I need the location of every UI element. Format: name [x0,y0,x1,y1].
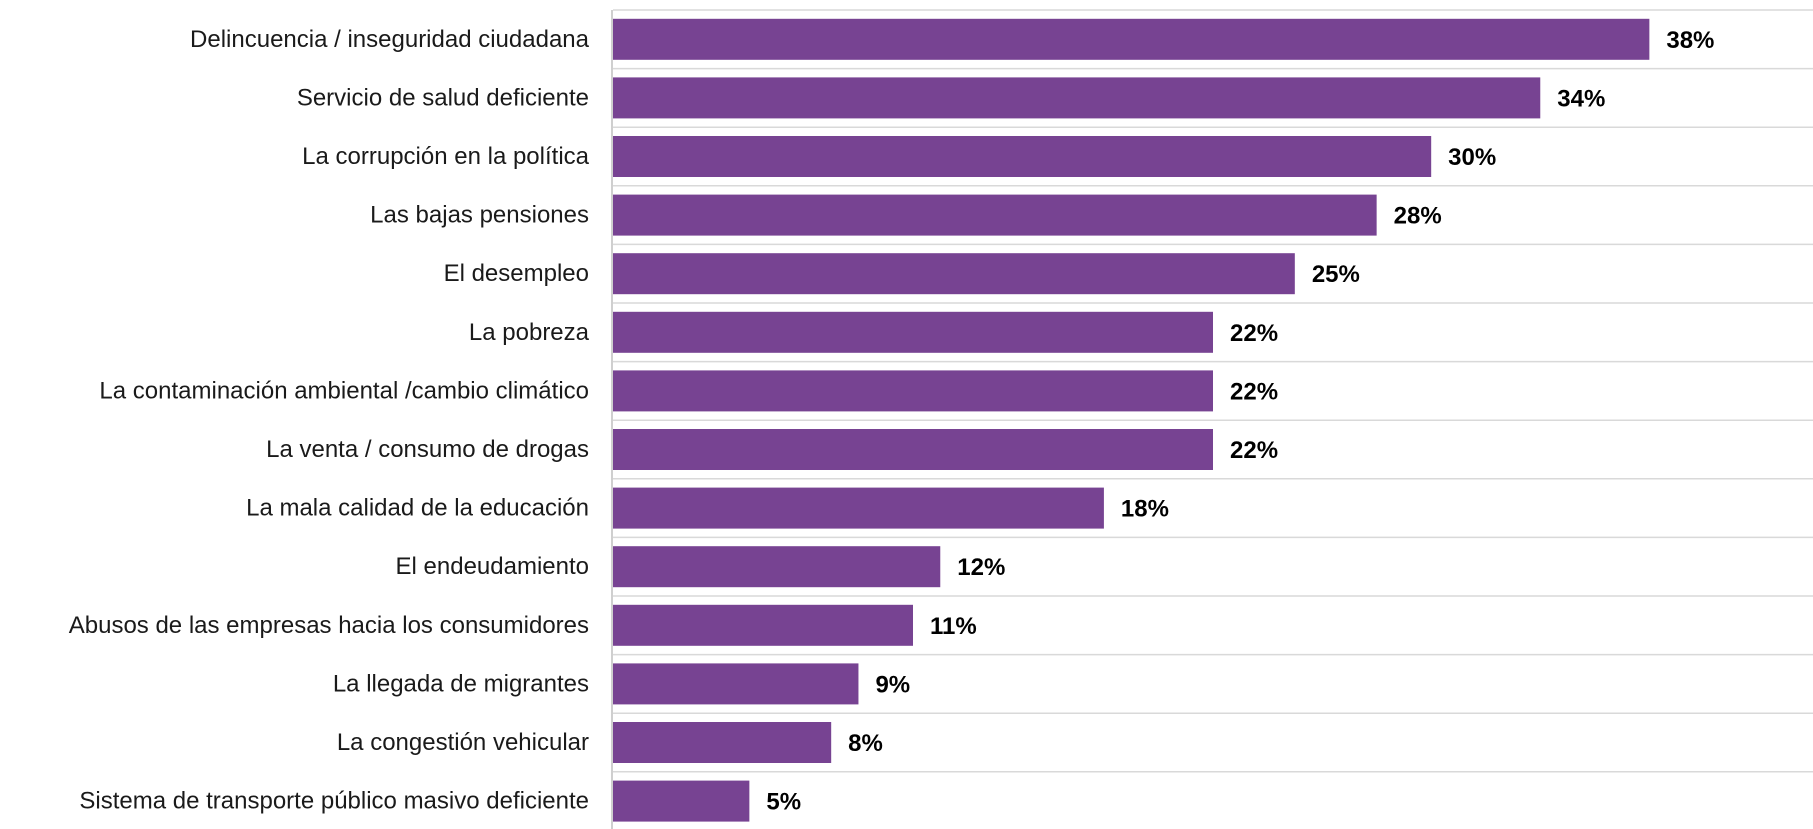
value-label: 28% [1394,203,1442,230]
bar [613,18,1650,60]
category-label: Abusos de las empresas hacia los consumi… [69,612,589,639]
value-label: 8% [848,730,883,757]
bar [613,722,832,763]
bar [613,194,1377,236]
bar [613,780,750,822]
value-label: 30% [1448,144,1496,171]
value-label: 22% [1230,378,1278,405]
category-label: El endeudamiento [396,553,589,580]
bar [613,429,1213,470]
category-label: La venta / consumo de drogas [266,436,589,463]
value-label: 34% [1557,85,1605,112]
value-label: 22% [1230,320,1278,347]
category-label: La congestión vehicular [337,729,589,756]
category-label: La contaminación ambiental /cambio climá… [99,377,589,404]
value-label: 38% [1666,27,1714,54]
category-label: Sistema de transporte público masivo def… [79,788,589,815]
gridlines [613,9,1813,773]
value-label: 11% [930,613,977,640]
value-label: 12% [957,554,1005,581]
bar [613,604,913,646]
value-label: 18% [1121,496,1169,523]
bar [613,253,1295,295]
bars [613,18,1650,822]
category-label: Servicio de salud deficiente [297,84,589,111]
category-label: La pobreza [469,319,590,346]
value-label: 5% [766,789,801,816]
category-label: La llegada de migrantes [333,670,589,697]
value-labels: 38% 34% 30% 28% 25% 22% 22% 22% 18% 12% 11% 9% 8% 5% [766,27,1714,816]
bar [613,311,1213,353]
category-label: El desempleo [444,260,589,287]
value-label: 22% [1230,437,1278,464]
bar [613,487,1104,529]
value-label: 25% [1312,261,1360,288]
category-label: Las bajas pensiones [370,202,589,229]
category-labels: Delincuencia / inseguridad ciudadana Serv… [69,26,590,815]
category-label: La corrupción en la política [302,143,589,170]
bar [613,370,1213,412]
category-label: Delincuencia / inseguridad ciudadana [190,26,590,53]
bar [613,136,1432,177]
category-label: La mala calidad de la educación [246,495,589,522]
bar [613,546,941,588]
bar [613,77,1541,119]
value-label: 9% [875,671,910,698]
bar [613,663,859,705]
